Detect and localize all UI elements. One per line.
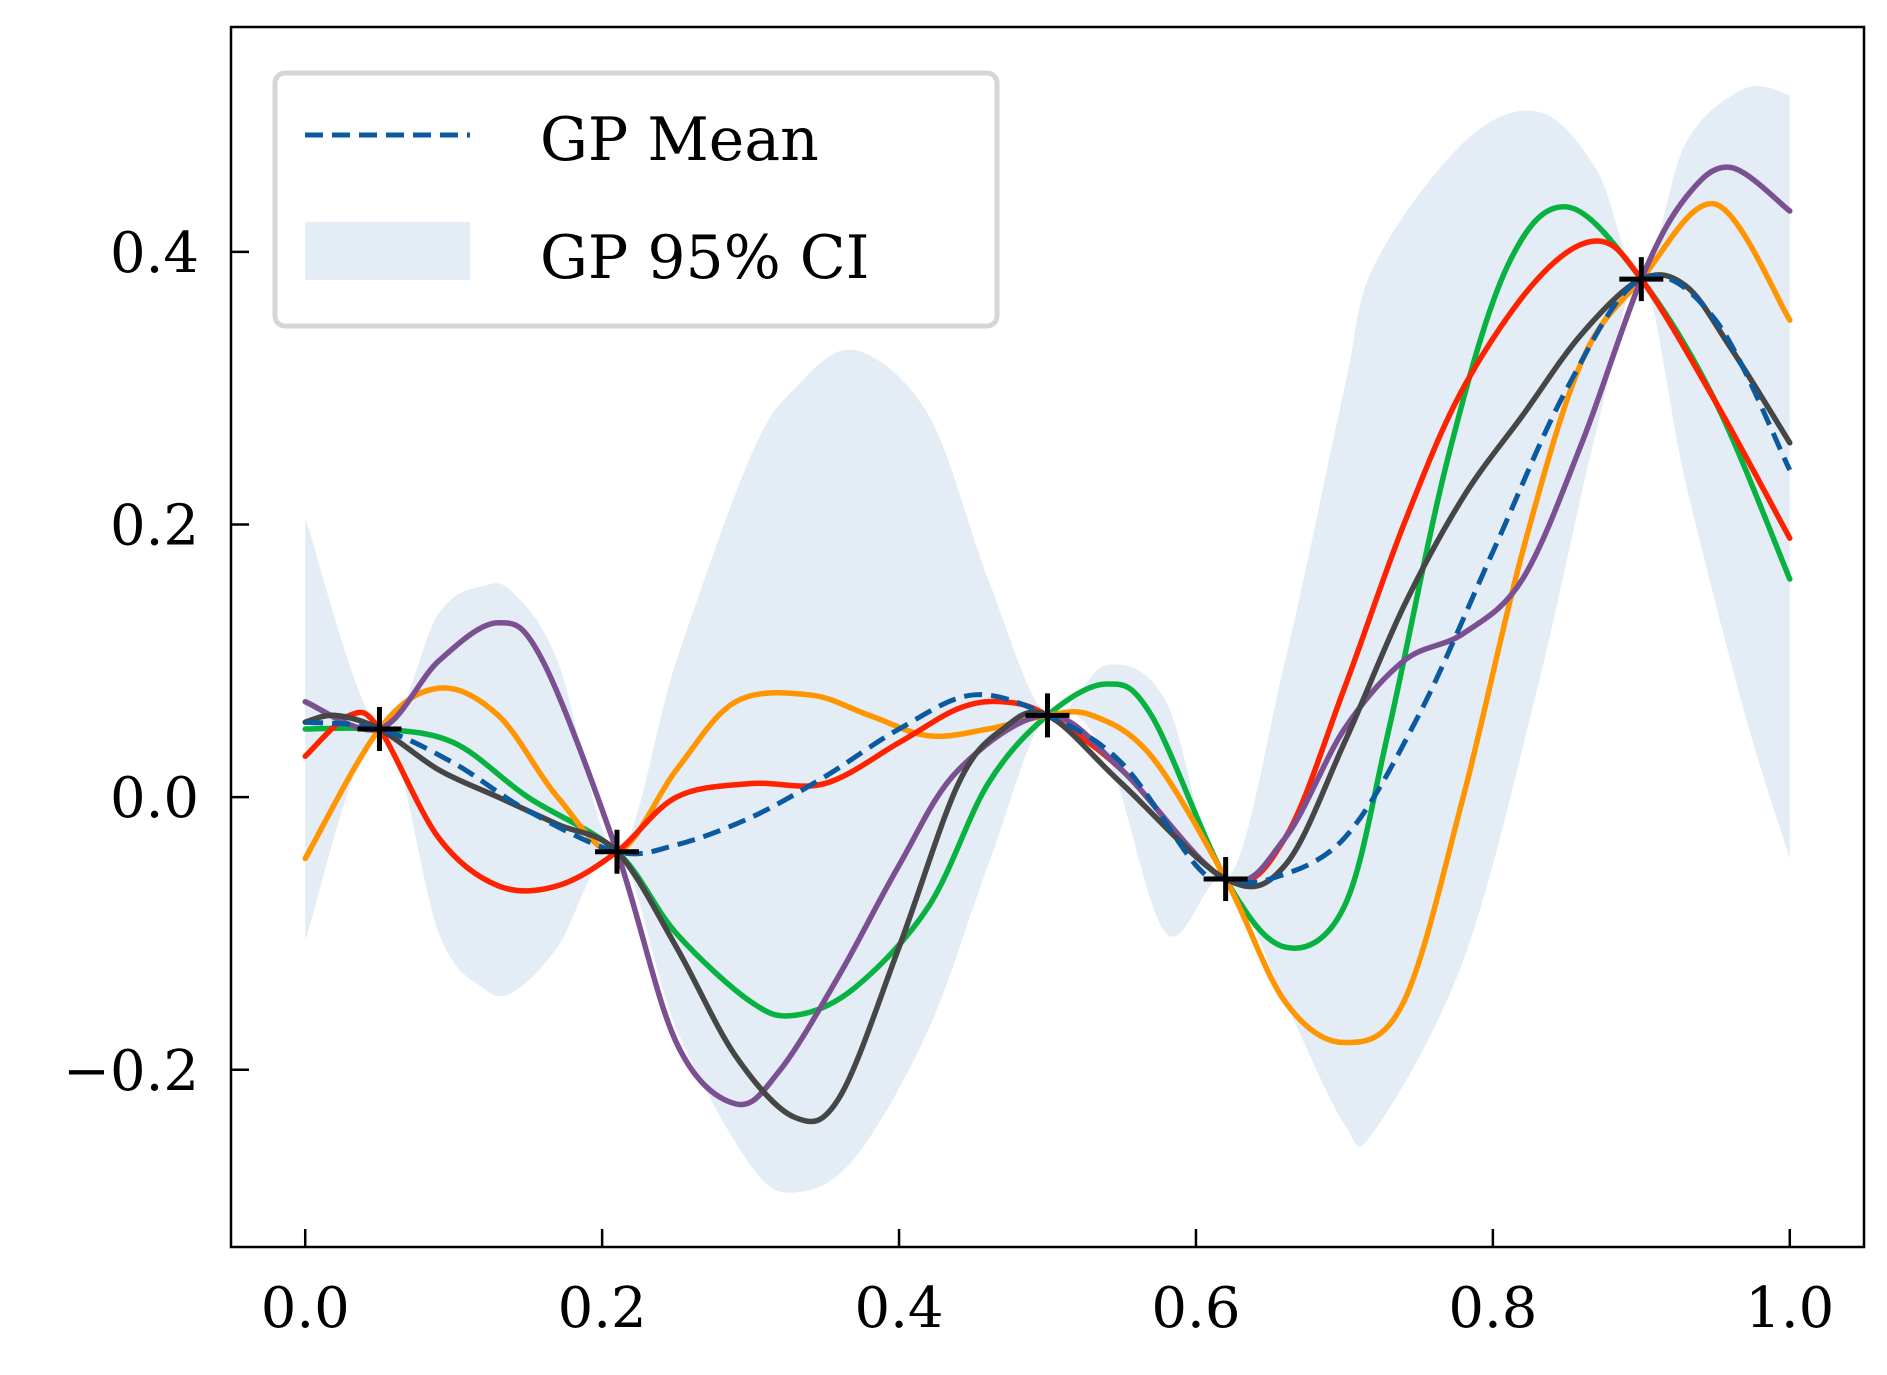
x-tick-label: 0.2 (558, 1276, 647, 1341)
y-tick-label: 0.4 (110, 221, 199, 286)
x-tick-label: 0.0 (261, 1276, 350, 1341)
legend-label-ci: GP 95% CI (540, 223, 869, 293)
observation-marker (1619, 257, 1664, 302)
observation-marker (594, 829, 639, 874)
confidence-band (305, 85, 1790, 1193)
legend-swatch-ci (305, 222, 470, 280)
axes-frame (229, 25, 1866, 1249)
x-tick-label: 1.0 (1745, 1276, 1834, 1341)
x-tick-label: 0.6 (1151, 1276, 1240, 1341)
x-tick-label: 0.8 (1448, 1276, 1537, 1341)
gp-mean-line (305, 273, 1793, 886)
observation-marker (1203, 856, 1248, 901)
legend: GP Mean GP 95% CI (272, 70, 1000, 329)
observation-marker (1025, 693, 1070, 738)
y-tick-label: 0.0 (110, 766, 199, 831)
y-tick-label: 0.2 (110, 494, 199, 559)
legend-label-mean: GP Mean (540, 105, 819, 175)
y-tick-label: −0.2 (63, 1039, 199, 1104)
plot-area (302, 85, 1793, 1193)
sample-path-2 (302, 201, 1793, 1046)
axis-ticks: 0.0 0.2 0.4 0.6 0.8 1.0 −0.2 0.0 0.2 0.4 (63, 221, 1834, 1341)
observation-marker (357, 707, 402, 752)
x-tick-label: 0.4 (855, 1276, 944, 1341)
